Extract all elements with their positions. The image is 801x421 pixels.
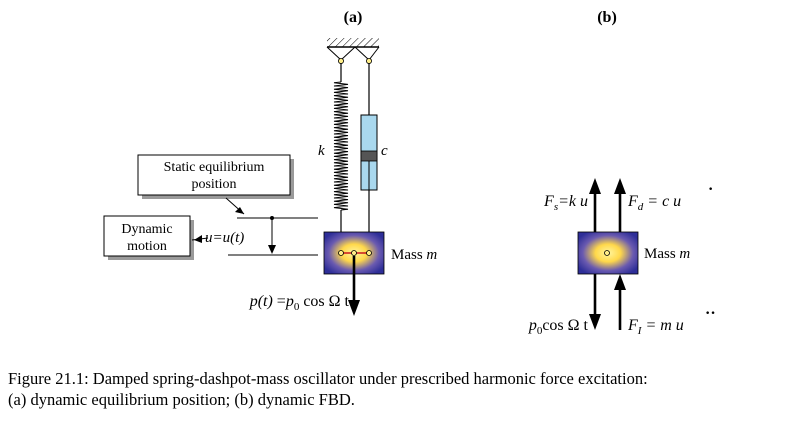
mass-block-b — [577, 231, 639, 275]
dynamic-motion-callout: Dynamic motion — [103, 215, 209, 260]
inertia-force-label: FI = m u — [627, 317, 684, 337]
mass-label-a: Mass m — [391, 247, 437, 263]
static-box-line2: position — [191, 177, 236, 192]
damping-force-label: Fd = c u — [627, 193, 681, 213]
spring-force-arrow — [589, 178, 601, 232]
applied-force-arrow — [348, 256, 360, 316]
velocity-dot: · — [708, 181, 713, 198]
static-box-line1: Static equilibrium — [164, 160, 265, 175]
dashpot — [360, 63, 378, 253]
dynamic-box-line2: motion — [127, 239, 167, 254]
mass-label-b: Mass m — [644, 246, 690, 262]
spring — [333, 63, 349, 253]
applied-force-arrow-b — [589, 274, 601, 330]
damping-force-arrow — [614, 178, 626, 232]
position-reference-lines — [228, 216, 318, 256]
spring-constant-label: k — [318, 143, 325, 159]
damping-constant-label: c — [381, 143, 388, 159]
acceleration-dots: ·· — [705, 305, 716, 322]
applied-force-label-b: p0cos Ω t — [528, 317, 589, 337]
spring-force-label: Fs=k u — [543, 193, 588, 213]
static-equilibrium-callout: Static equilibrium position — [137, 154, 294, 215]
dynamic-box-line1: Dynamic — [121, 222, 172, 237]
panel-b: Fs=k u Fd = c u · Mass m p0cos Ω t FI = … — [528, 178, 716, 337]
displacement-label: u=u(t) — [205, 230, 244, 246]
ceiling-support — [326, 38, 380, 65]
figure-caption: Figure 21.1: Damped spring-dashpot-mass … — [8, 368, 798, 410]
applied-force-label: p(t) =p0 cos Ω t — [249, 293, 350, 313]
panel-a-label: (a) — [344, 9, 363, 26]
panel-a: k c Static equilibrium position — [103, 38, 437, 316]
oscillator-figure: (a) (b) k c — [103, 9, 716, 337]
caption-line1: Figure 21.1: Damped spring-dashpot-mass … — [8, 369, 648, 388]
caption-line2: (a) dynamic equilibrium position; (b) dy… — [8, 390, 355, 409]
panel-b-label: (b) — [597, 9, 617, 26]
inertia-force-arrow — [614, 274, 626, 330]
